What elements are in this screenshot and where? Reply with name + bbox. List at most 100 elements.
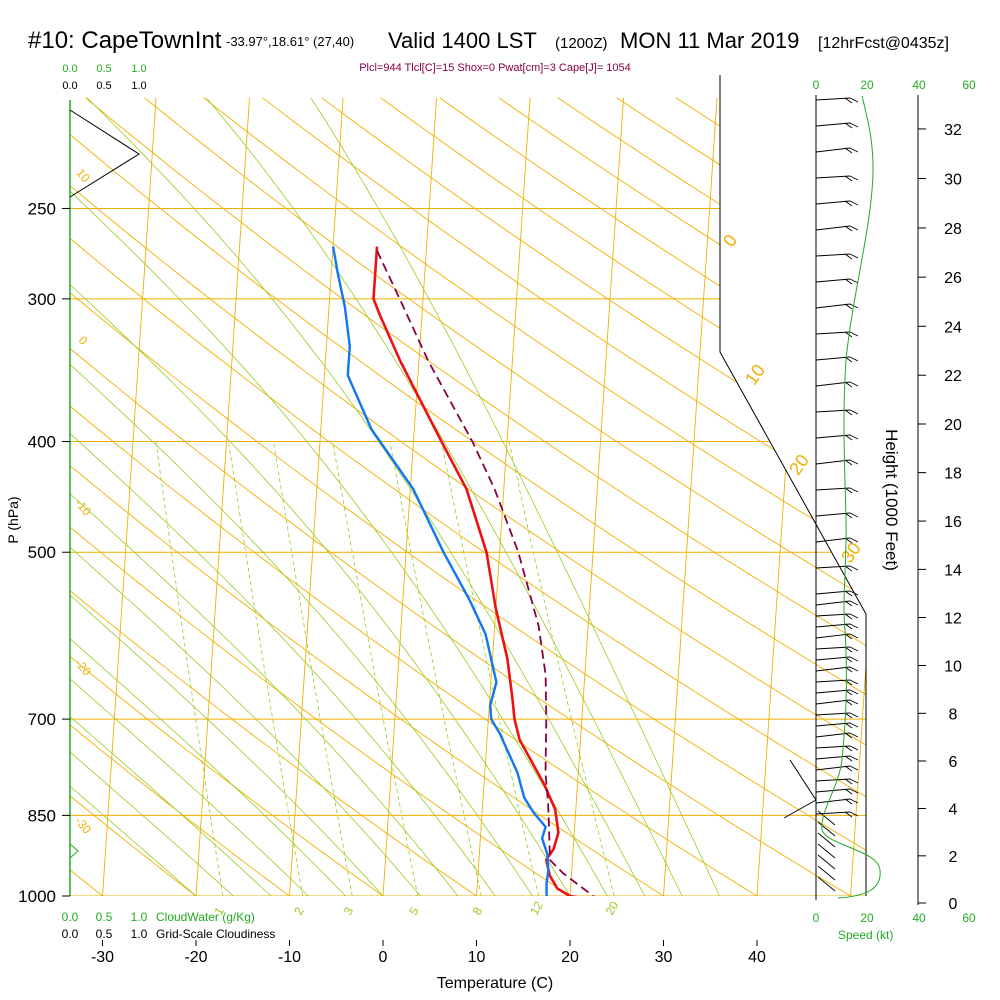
temperature-tick-label: 30 [655,949,673,966]
wind-barb-flag [844,409,853,416]
isotherm-label: 10 [741,361,769,389]
speed-tick-top-1: 20 [860,78,874,92]
dry-adiabat-label: 10 [73,166,93,185]
wind-barb [815,278,851,283]
wind-barb-flag [849,200,859,206]
wind-barb [817,854,836,870]
wind-barb [815,487,851,491]
y-axis-label: P (hPa) [5,496,21,543]
isotherm-line [287,97,344,896]
cloudiness-tick-top-0: 0.0 [62,80,77,92]
wind-barb-flag [844,565,853,572]
temperature-tick-label: 20 [561,949,579,966]
moist-adiabat-line [70,97,496,896]
wind-barb-flag [844,434,853,441]
wind-barb [815,253,851,257]
moist-adiabat-line [70,97,197,896]
moist-adiabat-line [70,97,309,896]
wind-barb-flag [849,147,859,153]
dry-adiabat-line [70,97,608,896]
cloudiness-tick-top-1: 0.5 [96,80,111,92]
dry-adiabat-line [70,97,866,896]
wind-barb-flag [849,381,859,387]
wind-barb-flag [849,434,859,440]
wind-barb [815,666,851,672]
height-tick-label: 14 [944,562,962,579]
wind-barb-flag [849,97,859,103]
sounding-series [331,246,601,896]
moist-adiabat-line [205,97,683,896]
moist-adiabat-line [70,97,346,896]
cloudwater-label: CloudWater (g/Kg) [156,910,255,924]
wind-barb-flag [849,778,859,784]
wind-barb [815,200,851,205]
wind-barb [815,512,851,517]
wind-barb-flag [844,97,853,104]
speed-tick-bottom-0: 0 [813,911,820,925]
mixing-ratio-line [332,441,419,896]
cloudwater-tick-bottom-0: 0.0 [62,910,79,924]
wind-barb-flag [844,788,853,795]
mixing-ratio-line [441,441,539,896]
height-tick-label: 16 [944,514,962,531]
dry-adiabat-label: -30 [72,814,94,837]
plot-boundary [719,75,867,896]
wind-barb [815,97,851,101]
dry-adiabat-line [203,97,866,896]
dry-adiabat-line [70,97,702,896]
wind-barb-flag [844,778,853,785]
dry-adiabat-line [70,97,797,896]
wind-barb-flag [844,459,853,466]
mixing-ratio-label: 20 [603,899,622,918]
moist-adiabat-line [86,97,646,896]
mixing-ratio-label: 8 [470,904,486,917]
dry-adiabat-line [70,97,866,896]
dry-adiabat-line [70,97,513,896]
wind-barb-flag [844,755,853,762]
wind-barb [815,600,851,606]
mixing-ratio-label: 12 [527,899,546,918]
wind-barb-flag [844,765,853,772]
height-tick-label: 10 [944,659,962,676]
parcel-line [374,246,601,896]
mixing-ratio-line [155,441,224,896]
dry-adiabat-line [498,97,866,896]
wind-barb-flag [849,122,859,128]
temperature-axis: -30 -20 -10 0 10 20 30 40 [91,940,766,966]
height-tick-label: 22 [944,368,962,385]
moist-adiabat-line [310,97,720,896]
speed-tick-bottom-2: 40 [912,911,926,925]
wind-barb-flag [844,712,853,719]
temperature-tick-label: -30 [91,949,114,966]
speed-tick-bottom-3: 60 [962,911,976,925]
height-tick-label: 2 [949,849,958,866]
cloudiness-triangle [69,109,140,198]
wind-barb [817,865,836,881]
temperature-tick-label: 10 [468,949,486,966]
wind-barb-flag [849,487,859,493]
wind-barb-flag [844,487,853,494]
isotherm-label: 20 [785,451,813,479]
speed-tick-bottom-1: 20 [860,911,874,925]
wind-barb-flag [849,732,859,738]
wind-barb-flag [849,356,859,362]
wind-barb [815,765,851,771]
wind-barb-flag [844,303,853,310]
wind-barb [815,732,851,738]
wind-barb-flag [849,175,859,181]
cloudwater-triangle [69,843,79,859]
height-tick-label: 30 [944,172,962,189]
isotherm-line [661,97,718,896]
cloudiness-label: Grid-Scale Cloudiness [156,927,275,941]
moist-adiabat-line [70,97,384,896]
wind-barb-flag [849,331,859,337]
wind-barb [815,122,851,127]
height-tick-label: 32 [944,122,962,139]
isotherm-line [567,97,624,896]
wind-barb [815,755,851,760]
wind-barb [815,778,851,782]
dry-adiabat-label: -20 [72,656,94,679]
station-title: #10: CapeTownInt [28,27,222,54]
wind-barb-flag [849,590,859,596]
